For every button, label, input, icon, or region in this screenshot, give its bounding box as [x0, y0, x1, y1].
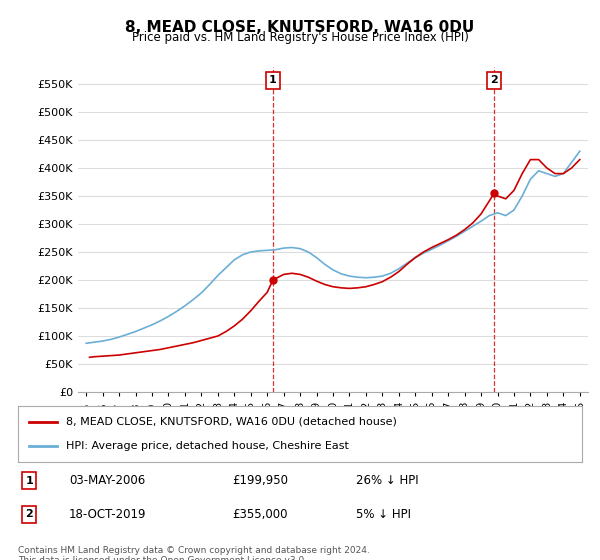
- Text: 1: 1: [269, 75, 277, 85]
- Text: £355,000: £355,000: [232, 508, 288, 521]
- Text: Contains HM Land Registry data © Crown copyright and database right 2024.
This d: Contains HM Land Registry data © Crown c…: [18, 546, 370, 560]
- Text: 26% ↓ HPI: 26% ↓ HPI: [356, 474, 419, 487]
- Text: 18-OCT-2019: 18-OCT-2019: [69, 508, 146, 521]
- Text: Price paid vs. HM Land Registry's House Price Index (HPI): Price paid vs. HM Land Registry's House …: [131, 31, 469, 44]
- Text: 03-MAY-2006: 03-MAY-2006: [69, 474, 145, 487]
- Text: 5% ↓ HPI: 5% ↓ HPI: [356, 508, 412, 521]
- Text: 1: 1: [25, 476, 33, 486]
- Text: 2: 2: [490, 75, 498, 85]
- Text: 2: 2: [25, 509, 33, 519]
- Text: 8, MEAD CLOSE, KNUTSFORD, WA16 0DU (detached house): 8, MEAD CLOSE, KNUTSFORD, WA16 0DU (deta…: [66, 417, 397, 427]
- Text: £199,950: £199,950: [232, 474, 289, 487]
- Text: HPI: Average price, detached house, Cheshire East: HPI: Average price, detached house, Ches…: [66, 441, 349, 451]
- Text: 8, MEAD CLOSE, KNUTSFORD, WA16 0DU: 8, MEAD CLOSE, KNUTSFORD, WA16 0DU: [125, 20, 475, 35]
